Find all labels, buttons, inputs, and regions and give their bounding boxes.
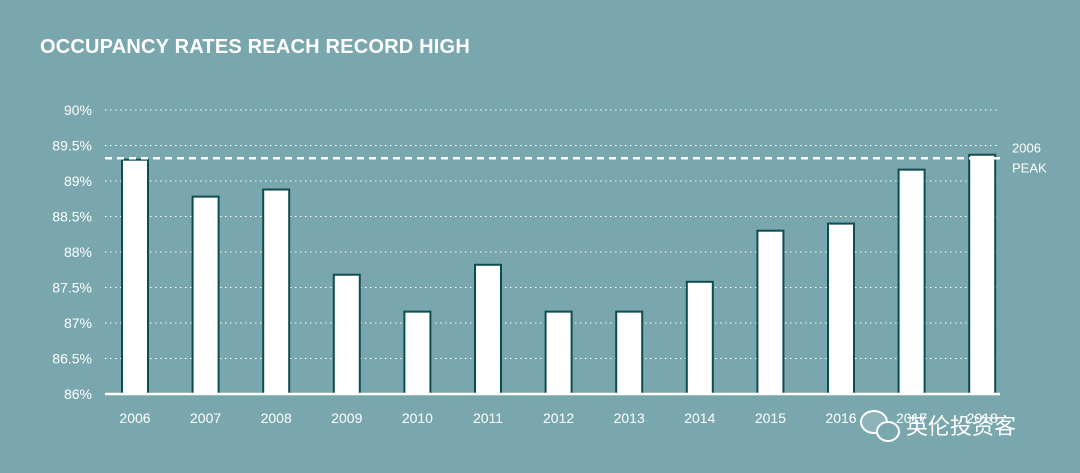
x-tick-label: 2007 <box>190 410 221 426</box>
y-tick-label: 88.5% <box>52 209 92 225</box>
x-tick-label: 2016 <box>825 410 856 426</box>
x-tick-label: 2012 <box>543 410 574 426</box>
bar <box>615 310 644 396</box>
bars <box>121 153 997 396</box>
watermark: 英伦投资客 <box>860 408 1016 442</box>
y-tick-label: 87.5% <box>52 280 92 296</box>
chart-title: OCCUPANCY RATES REACH RECORD HIGH <box>40 36 470 58</box>
y-tick-label: 86% <box>64 386 92 402</box>
y-tick-label: 89% <box>64 173 92 189</box>
x-tick-label: 2010 <box>402 410 433 426</box>
bar <box>191 195 220 395</box>
bar <box>756 229 785 395</box>
bar <box>544 310 573 396</box>
peak-label: PEAK <box>1012 160 1047 175</box>
x-tick-label: 2006 <box>119 410 150 426</box>
x-tick-label: 2018 <box>967 410 998 426</box>
peak-label: 2006 <box>1012 140 1041 155</box>
x-axis-labels: 2006 2007 2008 2009 2010 2011 2012 2013 2014 2015… <box>119 410 998 426</box>
wechat-icon <box>860 408 900 442</box>
y-tick-label: 87% <box>64 315 92 331</box>
peak-reference: 2006 PEAK <box>105 140 1047 175</box>
bar <box>121 158 149 395</box>
bar <box>474 263 502 395</box>
y-axis-ticks: 86% 86.5% 87% 87.5% 88% 88.5% 89% 89.5% 90% <box>52 102 92 402</box>
bar <box>403 310 432 396</box>
bar <box>897 168 926 395</box>
y-tick-label: 90% <box>64 102 92 118</box>
x-tick-label: 2014 <box>684 410 715 426</box>
x-tick-label: 2013 <box>614 410 645 426</box>
bar <box>262 188 291 395</box>
x-tick-label: 2017 <box>896 410 927 426</box>
x-tick-label: 2009 <box>331 410 362 426</box>
watermark-text: 英伦投资客 <box>906 415 1017 440</box>
y-tick-label: 86.5% <box>52 351 92 367</box>
x-tick-label: 2011 <box>473 410 503 426</box>
bar <box>968 153 997 395</box>
bar <box>827 222 855 395</box>
y-tick-label: 88% <box>64 244 92 260</box>
bar <box>685 280 714 396</box>
bar <box>332 273 361 395</box>
x-tick-label: 2015 <box>755 410 786 426</box>
x-tick-label: 2008 <box>261 410 292 426</box>
y-tick-label: 89.5% <box>52 138 92 154</box>
